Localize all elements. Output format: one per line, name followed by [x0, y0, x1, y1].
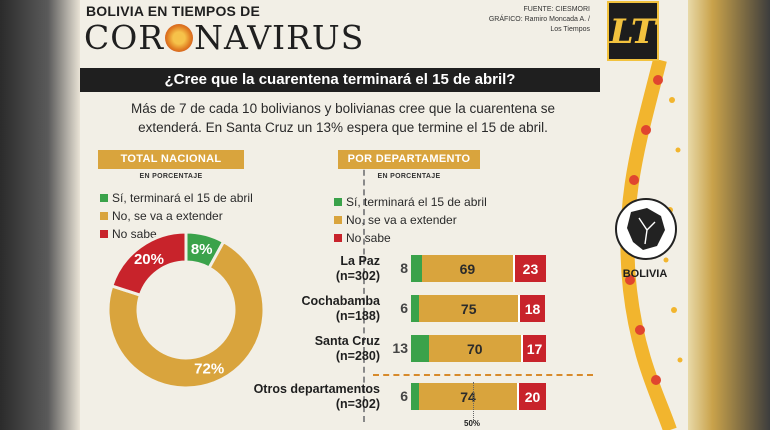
bar-segment-yes [411, 255, 422, 282]
legend-yes-swatch [334, 198, 342, 206]
bar-value-label: 18 [524, 300, 541, 317]
virus-o-icon [165, 24, 194, 52]
bar-value-label: 17 [526, 340, 543, 357]
credits: FUENTE: CIESMORI GRÁFICO: Ramiro Moncada… [488, 5, 590, 35]
graphic-credit: GRÁFICO: Ramiro Moncada A. / Los Tiempos [488, 16, 590, 33]
department-label: La Paz (n=302) [276, 254, 380, 284]
virus-illustration [620, 60, 683, 430]
por-departamento-header: POR DEPARTAMENTO [338, 150, 480, 169]
department-sample-size: (n=280) [335, 349, 380, 363]
department-bar: 74 20 [411, 383, 546, 410]
department-label: Otros departamentos (n=302) [220, 382, 380, 412]
department-name: Santa Cruz [314, 334, 380, 348]
fifty-percent-label: 50% [464, 419, 481, 428]
legend-notsure-left: No sabe [100, 227, 157, 241]
bar-segment-yes [411, 335, 429, 362]
legend-no-left: No, se va a extender [100, 209, 223, 223]
legend-notsure-swatch [334, 234, 342, 242]
donut-slice-not-sure [109, 230, 188, 298]
background-left [0, 0, 80, 430]
department-bar: 75 18 [411, 295, 546, 322]
bar-value-label: 70 [467, 340, 483, 357]
donut-slice-no [106, 239, 266, 390]
department-bar: 70 17 [411, 335, 546, 362]
legend-notsure-right: No sabe [334, 231, 391, 245]
legend-yes-swatch [100, 194, 108, 202]
yes-value-label: 6 [400, 300, 408, 316]
bar-segment-yes [411, 295, 420, 322]
source-credit: FUENTE: CIESMORI [523, 6, 590, 13]
bar-value-label: 20 [524, 388, 541, 405]
intro-text: Más de 7 de cada 10 bolivianos y bolivia… [130, 101, 556, 135]
legend-no-right: No, se va a extender [334, 213, 457, 227]
section-divider [363, 150, 365, 422]
bar-value-label: 23 [522, 260, 539, 277]
yes-value-label: 13 [392, 340, 408, 356]
national-donut-chart: 8% 72% 20% [106, 230, 266, 390]
bolivia-map-icon [615, 198, 677, 260]
bar-segment-no: 75 [419, 295, 521, 322]
bar-value-label: 74 [460, 388, 476, 405]
yes-value-label: 8 [400, 260, 408, 276]
bar-segment-not-sure: 18 [520, 295, 545, 322]
fifty-percent-line [473, 382, 474, 420]
bolivia-label: BOLIVIA [622, 268, 668, 280]
infographic-card: BOLIVIA EN TIEMPOS DE COR NAVIRUS FUENTE:… [80, 0, 688, 430]
yes-value-label: 6 [400, 388, 408, 404]
question-banner: ¿Cree que la cuarentena terminará el 15 … [80, 68, 600, 92]
department-name: La Paz [340, 254, 380, 268]
legend-yes-right: Sí, terminará el 15 de abril [334, 195, 487, 209]
bar-segment-yes [411, 383, 420, 410]
department-label: Cochabamba (n=188) [276, 294, 381, 324]
department-sample-size: (n=302) [335, 269, 380, 283]
donut-slice-label: 20% [134, 251, 164, 268]
coronavirus-wordmark: COR NAVIRUS [84, 18, 365, 57]
bar-segment-no: 74 [419, 383, 519, 410]
bar-segment-not-sure: 20 [518, 383, 546, 410]
others-separator [373, 374, 593, 376]
department-sample-size: (n=188) [335, 309, 380, 323]
legend-yes-left: Sí, terminará el 15 de abril [100, 191, 253, 205]
total-nacional-subtitle: EN PORCENTAJE [139, 173, 203, 180]
kicker-title: BOLIVIA EN TIEMPOS DE [86, 3, 261, 19]
department-name: Otros departamentos [253, 382, 380, 396]
bar-segment-no: 69 [421, 255, 515, 282]
por-departamento-subtitle: EN PORCENTAJE [377, 173, 441, 180]
bar-value-label: 75 [460, 300, 477, 317]
legend-no-swatch [100, 212, 108, 220]
background-right [688, 0, 770, 430]
department-label: Santa Cruz (n=280) [276, 334, 380, 364]
department-name: Cochabamba [301, 294, 381, 308]
bar-value-label: 69 [459, 260, 476, 277]
bar-segment-not-sure: 23 [514, 255, 546, 282]
department-sample-size: (n=302) [335, 397, 380, 411]
department-bar: 69 23 [411, 255, 546, 282]
bar-segment-not-sure: 17 [523, 335, 546, 362]
legend-no-swatch [334, 216, 342, 224]
legend-notsure-swatch [100, 230, 108, 238]
los-tiempos-logo: LT [607, 1, 659, 61]
total-nacional-header: TOTAL NACIONAL [98, 150, 244, 169]
bar-segment-no: 70 [428, 335, 524, 362]
donut-slice-label: 72% [194, 361, 224, 378]
donut-slice-label: 8% [191, 241, 213, 258]
